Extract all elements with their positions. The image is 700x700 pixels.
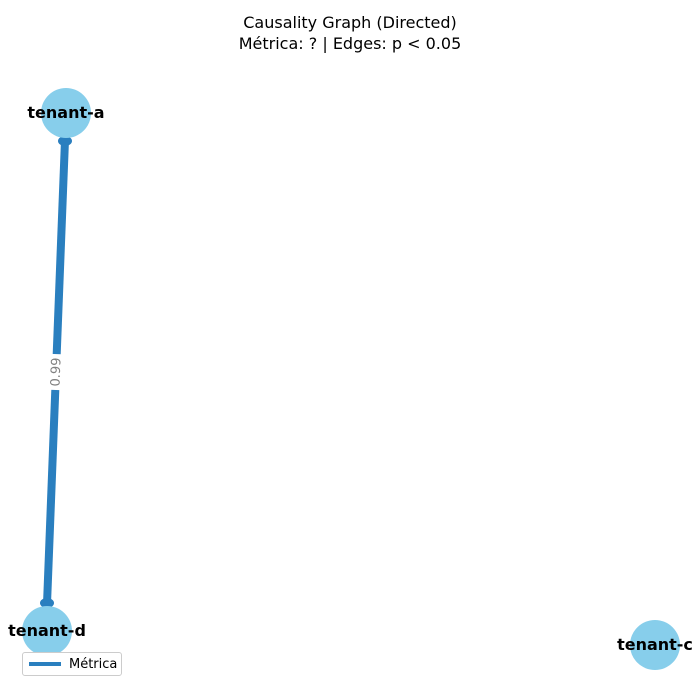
graph-title-line1: Causality Graph (Directed) [243, 13, 457, 32]
node-circle [630, 620, 680, 670]
node-label: tenant-a [27, 103, 104, 122]
nodes-layer: tenant-a tenant-d tenant-c [8, 88, 693, 670]
node-label: tenant-c [617, 635, 693, 654]
node-label: tenant-d [8, 621, 86, 640]
arrowhead-at-tenant-d [40, 598, 54, 608]
node-tenant-a[interactable]: tenant-a [27, 88, 105, 138]
edges-layer: 0.99 [40, 136, 72, 608]
node-tenant-c[interactable]: tenant-c [617, 620, 693, 670]
legend-label: Métrica [69, 656, 118, 672]
node-circle [22, 606, 72, 656]
graph-title-line2: Métrica: ? | Edges: p < 0.05 [238, 34, 462, 53]
legend-swatch [29, 662, 61, 666]
arrowhead-at-tenant-a [58, 136, 72, 146]
legend: Métrica [22, 652, 122, 676]
graph-title: Causality Graph (Directed) Métrica: ? | … [0, 12, 700, 54]
edge-label-group: 0.99 [45, 353, 65, 391]
node-circle [41, 88, 91, 138]
edge-label: 0.99 [48, 357, 64, 386]
node-tenant-d[interactable]: tenant-d [8, 606, 86, 656]
